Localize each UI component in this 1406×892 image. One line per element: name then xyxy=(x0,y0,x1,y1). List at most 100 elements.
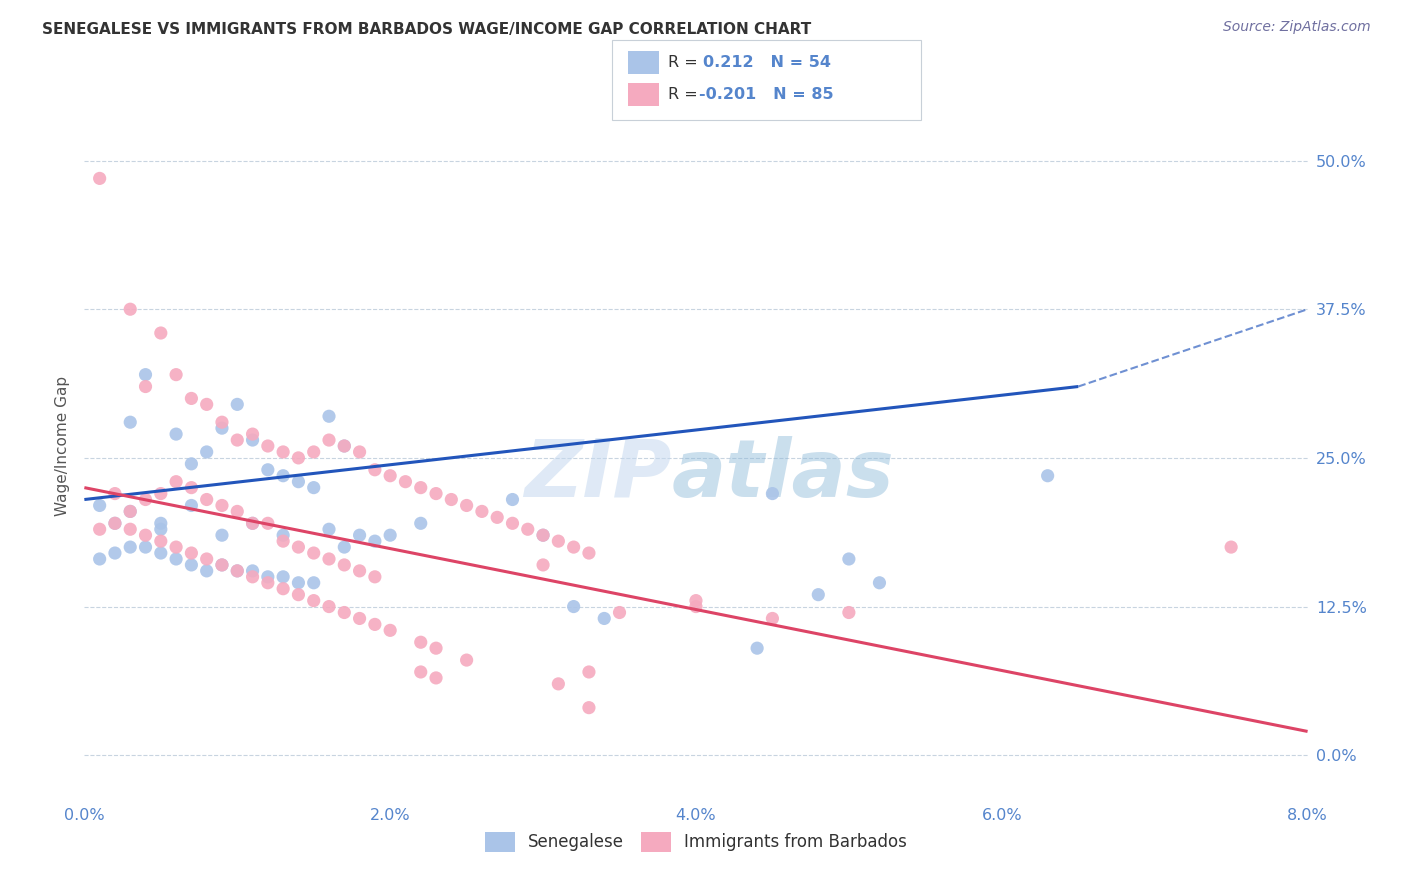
Point xyxy=(89,499,111,513)
Point xyxy=(226,504,249,518)
Point xyxy=(104,546,127,560)
Y-axis label: Wage/Income Gap: Wage/Income Gap xyxy=(55,376,70,516)
Point xyxy=(180,558,202,572)
Point xyxy=(226,564,249,578)
Point xyxy=(531,528,554,542)
Point xyxy=(271,528,294,542)
Point xyxy=(333,606,356,620)
Point xyxy=(135,379,157,393)
Point xyxy=(349,528,371,542)
Point xyxy=(104,486,127,500)
Text: -0.201   N = 85: -0.201 N = 85 xyxy=(699,87,834,102)
Text: ZIP: ZIP xyxy=(524,435,672,514)
Point xyxy=(364,570,387,584)
Point xyxy=(271,445,294,459)
Point xyxy=(211,558,233,572)
Point xyxy=(302,546,325,560)
Point xyxy=(165,475,187,489)
Point xyxy=(211,558,233,572)
Point xyxy=(364,617,387,632)
Point xyxy=(531,558,554,572)
Point xyxy=(242,433,264,447)
Point xyxy=(747,641,769,656)
Point xyxy=(195,397,218,411)
Point xyxy=(180,481,202,495)
Point xyxy=(380,468,402,483)
Point xyxy=(333,439,356,453)
Point xyxy=(409,516,432,531)
Point xyxy=(104,516,127,531)
Point xyxy=(149,326,172,340)
Point xyxy=(165,552,187,566)
Point xyxy=(271,570,294,584)
Point xyxy=(685,593,707,607)
Point xyxy=(120,302,142,317)
Point xyxy=(349,564,371,578)
Text: R =: R = xyxy=(668,87,703,102)
Point xyxy=(271,582,294,596)
Point xyxy=(318,599,340,614)
Point xyxy=(104,516,127,531)
Point xyxy=(869,575,891,590)
Point xyxy=(425,641,447,656)
Legend: Senegalese, Immigrants from Barbados: Senegalese, Immigrants from Barbados xyxy=(478,825,914,859)
Point xyxy=(211,415,233,429)
Point xyxy=(456,653,478,667)
Point xyxy=(226,397,249,411)
Point xyxy=(165,540,187,554)
Point xyxy=(287,475,309,489)
Point xyxy=(302,481,325,495)
Point xyxy=(562,540,585,554)
Point xyxy=(425,486,447,500)
Point xyxy=(195,552,218,566)
Point xyxy=(409,481,432,495)
Point xyxy=(685,599,707,614)
Point xyxy=(578,700,600,714)
Point xyxy=(120,415,142,429)
Point xyxy=(195,445,218,459)
Point xyxy=(486,510,509,524)
Point xyxy=(761,486,783,500)
Text: SENEGALESE VS IMMIGRANTS FROM BARBADOS WAGE/INCOME GAP CORRELATION CHART: SENEGALESE VS IMMIGRANTS FROM BARBADOS W… xyxy=(42,22,811,37)
Point xyxy=(409,665,432,679)
Point xyxy=(318,409,340,424)
Point xyxy=(502,492,524,507)
Point xyxy=(364,463,387,477)
Point xyxy=(242,516,264,531)
Point xyxy=(333,439,356,453)
Point xyxy=(425,671,447,685)
Point xyxy=(257,516,280,531)
Point xyxy=(135,492,157,507)
Point xyxy=(120,522,142,536)
Point xyxy=(349,445,371,459)
Point xyxy=(516,522,538,536)
Point xyxy=(89,171,111,186)
Point xyxy=(180,457,202,471)
Point xyxy=(257,463,280,477)
Point xyxy=(242,570,264,584)
Point xyxy=(149,516,172,531)
Point xyxy=(838,606,860,620)
Point xyxy=(609,606,631,620)
Point xyxy=(120,504,142,518)
Point xyxy=(211,421,233,435)
Point xyxy=(271,468,294,483)
Point xyxy=(318,522,340,536)
Point xyxy=(318,433,340,447)
Point xyxy=(242,516,264,531)
Point xyxy=(242,564,264,578)
Point xyxy=(1220,540,1243,554)
Point xyxy=(135,540,157,554)
Text: atlas: atlas xyxy=(672,435,894,514)
Point xyxy=(547,677,569,691)
Point xyxy=(349,611,371,625)
Point xyxy=(120,504,142,518)
Point xyxy=(440,492,463,507)
Point xyxy=(180,546,202,560)
Point xyxy=(302,445,325,459)
Point xyxy=(502,516,524,531)
Point xyxy=(318,552,340,566)
Point xyxy=(531,528,554,542)
Point xyxy=(257,575,280,590)
Point xyxy=(195,564,218,578)
